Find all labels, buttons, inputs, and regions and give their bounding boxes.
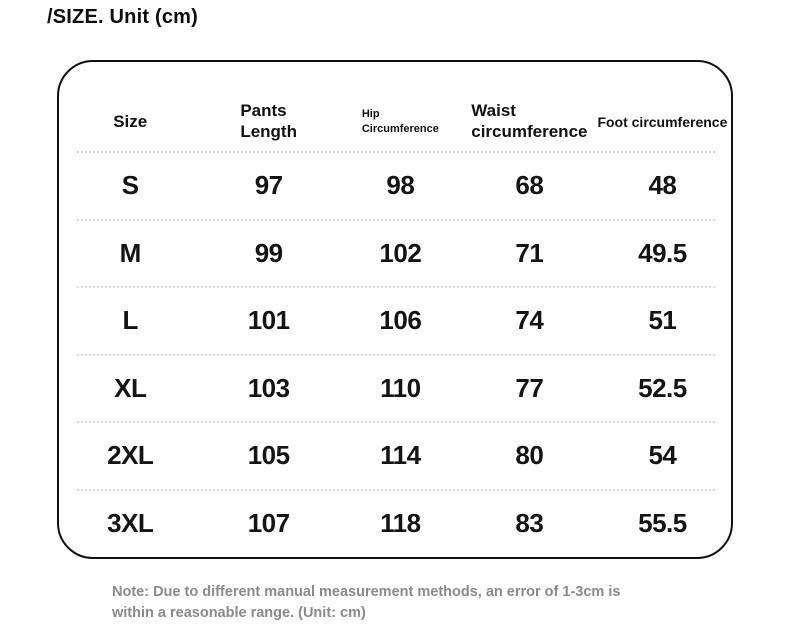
size-label: S	[121, 170, 139, 201]
header-cell-size: Size	[59, 112, 201, 133]
header-line: Length	[240, 122, 297, 141]
cell-waist-circumference: 71	[465, 238, 594, 269]
cell-size: M	[59, 238, 201, 269]
table-row-2xl: 2XL 105 114 80 54	[59, 422, 731, 491]
cell-pants-length: 101	[201, 305, 335, 336]
value: 68	[515, 170, 544, 201]
cell-foot-circumference: 48	[594, 170, 731, 201]
cell-foot-circumference: 51	[594, 305, 731, 336]
cell-hip-circumference: 98	[336, 170, 465, 201]
cell-size: S	[59, 170, 201, 201]
header-line: Hip	[361, 108, 380, 121]
cell-waist-circumference: 83	[465, 508, 594, 539]
cell-size: L	[59, 305, 201, 336]
value: 71	[515, 237, 544, 268]
value: 105	[247, 440, 290, 471]
header-cell-foot-circumference: Foot circumference	[597, 114, 728, 130]
value: 74	[515, 305, 544, 336]
size-label: 3XL	[107, 507, 154, 538]
cell-waist-circumference: 80	[465, 440, 594, 471]
value: 97	[254, 170, 283, 201]
cell-waist-circumference: 77	[465, 373, 594, 404]
cell-foot-circumference: 52.5	[594, 373, 731, 404]
value: 55.5	[638, 507, 687, 538]
cell-waist-circumference: 74	[465, 305, 594, 336]
value: 101	[247, 305, 290, 336]
cell-waist-circumference: 68	[465, 170, 594, 201]
table-row-xl: XL 103 110 77 52.5	[59, 355, 731, 423]
header-line: Circumference	[361, 122, 439, 135]
cell-size: 3XL	[59, 508, 201, 539]
size-label: XL	[114, 372, 147, 403]
header-cell-hip-circumference: Hip Circumference	[336, 107, 465, 137]
table-row-m: M 99 102 71 49.5	[59, 220, 731, 288]
table-row-l: L 101 106 74 51	[59, 287, 731, 356]
row-separator	[77, 421, 715, 423]
size-label: 2XL	[107, 440, 154, 471]
cell-pants-length: 107	[201, 508, 335, 539]
row-separator	[77, 488, 715, 491]
header-line: Waist	[471, 101, 516, 121]
header-label-hip-circumference: Hip Circumference	[362, 107, 439, 137]
table-row-s: S 97 98 68 48	[59, 152, 731, 221]
header-line: circumference	[471, 122, 588, 141]
row-separator	[77, 353, 715, 356]
cell-size: XL	[59, 373, 201, 404]
value: 107	[247, 507, 290, 538]
header-label-waist-circumference: Waist circumference	[471, 101, 587, 142]
cell-pants-length: 105	[201, 440, 335, 471]
header-label-pants-length: Pants Length	[240, 101, 297, 142]
cell-hip-circumference: 114	[336, 440, 465, 471]
table-header-row: Size Pants Length Hip Circumference Wais…	[59, 62, 731, 153]
cell-pants-length: 99	[201, 238, 335, 269]
value: 106	[379, 305, 422, 336]
value: 118	[380, 507, 421, 538]
row-separator	[77, 151, 715, 153]
row-separator	[77, 218, 715, 221]
cell-foot-circumference: 49.5	[594, 238, 731, 269]
row-separator	[77, 286, 715, 288]
value: 83	[515, 507, 544, 538]
cell-hip-circumference: 118	[336, 508, 465, 539]
note-line-2: within a reasonable range. (Unit: cm)	[112, 605, 366, 621]
value: 103	[247, 372, 290, 403]
value: 99	[254, 237, 283, 268]
header-line: Pants	[240, 101, 287, 121]
value: 114	[380, 440, 421, 471]
cell-hip-circumference: 110	[336, 373, 465, 404]
cell-hip-circumference: 102	[336, 238, 465, 269]
page-title: /SIZE. Unit (cm)	[47, 6, 198, 28]
value: 110	[380, 372, 421, 403]
measurement-note: Note: Due to different manual measuremen…	[112, 582, 620, 624]
value: 98	[386, 170, 415, 201]
table-row-3xl: 3XL 107 118 83 55.5	[59, 490, 731, 558]
value: 102	[379, 237, 422, 268]
size-label: L	[122, 305, 139, 336]
value: 48	[648, 170, 677, 201]
cell-pants-length: 97	[201, 170, 335, 201]
size-table: Size Pants Length Hip Circumference Wais…	[57, 60, 733, 559]
size-label: M	[119, 237, 142, 268]
value: 54	[648, 440, 677, 471]
value: 49.5	[638, 237, 687, 268]
cell-pants-length: 103	[201, 373, 335, 404]
cell-hip-circumference: 106	[336, 305, 465, 336]
value: 52.5	[638, 372, 687, 403]
value: 51	[648, 305, 677, 336]
value: 80	[515, 440, 544, 471]
header-label-size: Size	[113, 111, 148, 131]
cell-foot-circumference: 55.5	[594, 508, 731, 539]
header-cell-pants-length: Pants Length	[201, 101, 335, 142]
cell-foot-circumference: 54	[594, 440, 731, 471]
value: 77	[515, 372, 544, 403]
cell-size: 2XL	[59, 440, 201, 471]
note-line-1: Note: Due to different manual measuremen…	[112, 584, 621, 600]
header-cell-waist-circumference: Waist circumference	[465, 101, 594, 142]
